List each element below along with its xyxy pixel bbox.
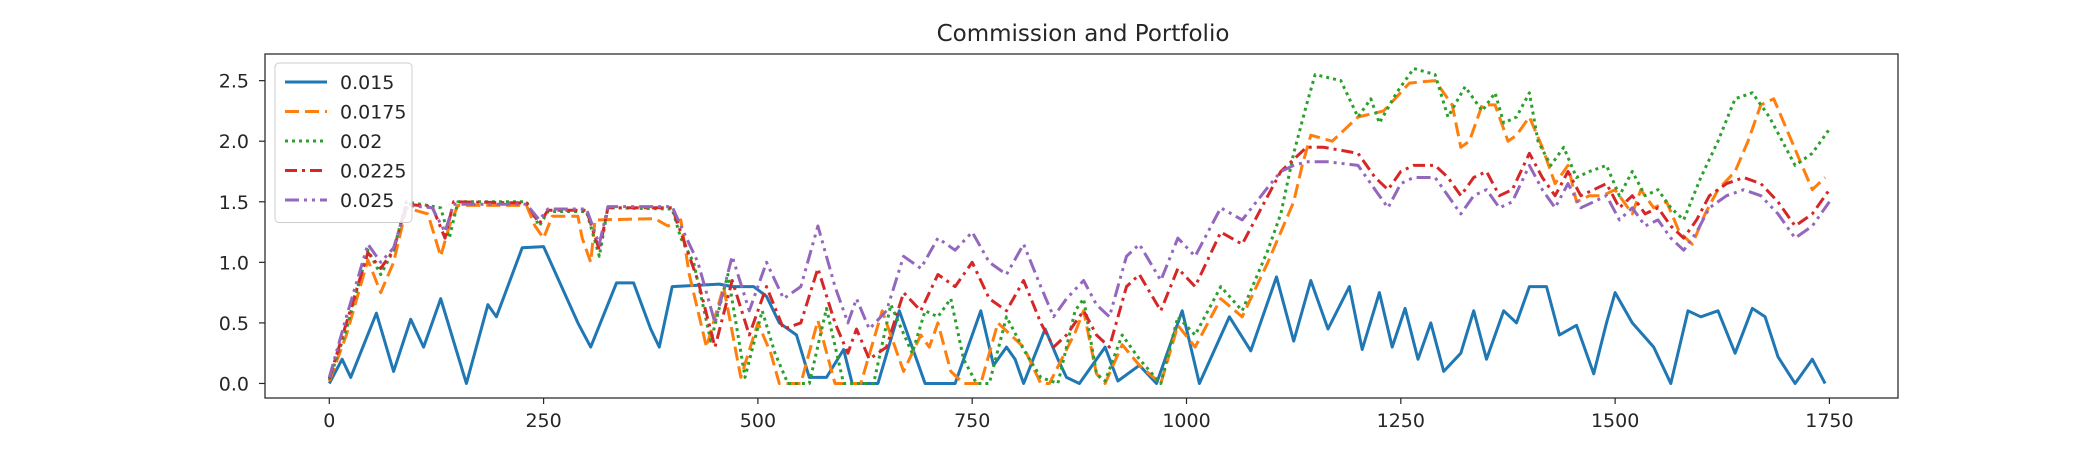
x-tick-label: 500 [740,410,776,432]
x-tick-label: 1750 [1805,410,1853,432]
series-line-3 [327,145,1831,380]
y-tick-label: 1.0 [219,252,249,274]
y-tick-label: 2.0 [219,131,249,153]
legend-label: 0.025 [340,190,394,212]
series-line-1 [327,79,1827,385]
legend-label: 0.0175 [340,102,406,124]
x-tick-label: 250 [525,410,561,432]
legend-label: 0.02 [340,131,382,153]
x-tick-label: 1250 [1377,410,1425,432]
x-tick-label: 1000 [1162,410,1210,432]
x-axis: 0 250 500 750 1000 1250 1500 1750 [323,398,1854,432]
y-tick-label: 1.5 [219,192,249,214]
x-tick-label: 0 [323,410,335,432]
y-tick-label: 2.5 [219,71,249,93]
y-axis: 0.0 0.5 1.0 1.5 2.0 2.5 [219,71,265,395]
plot-series [327,67,1831,385]
series-line-0 [327,245,1827,385]
plot-frame [264,53,1899,399]
chart-title: Commission and Portfolio [937,21,1230,47]
y-tick-label: 0.0 [219,373,249,395]
legend: 0.015 0.0175 0.02 0.0225 0.025 [274,62,413,223]
legend-label: 0.0225 [340,161,406,183]
legend-label: 0.015 [340,72,394,94]
y-tick-label: 0.5 [219,313,249,335]
x-tick-label: 750 [954,410,990,432]
legend-box [274,62,413,223]
x-tick-label: 1500 [1591,410,1639,432]
